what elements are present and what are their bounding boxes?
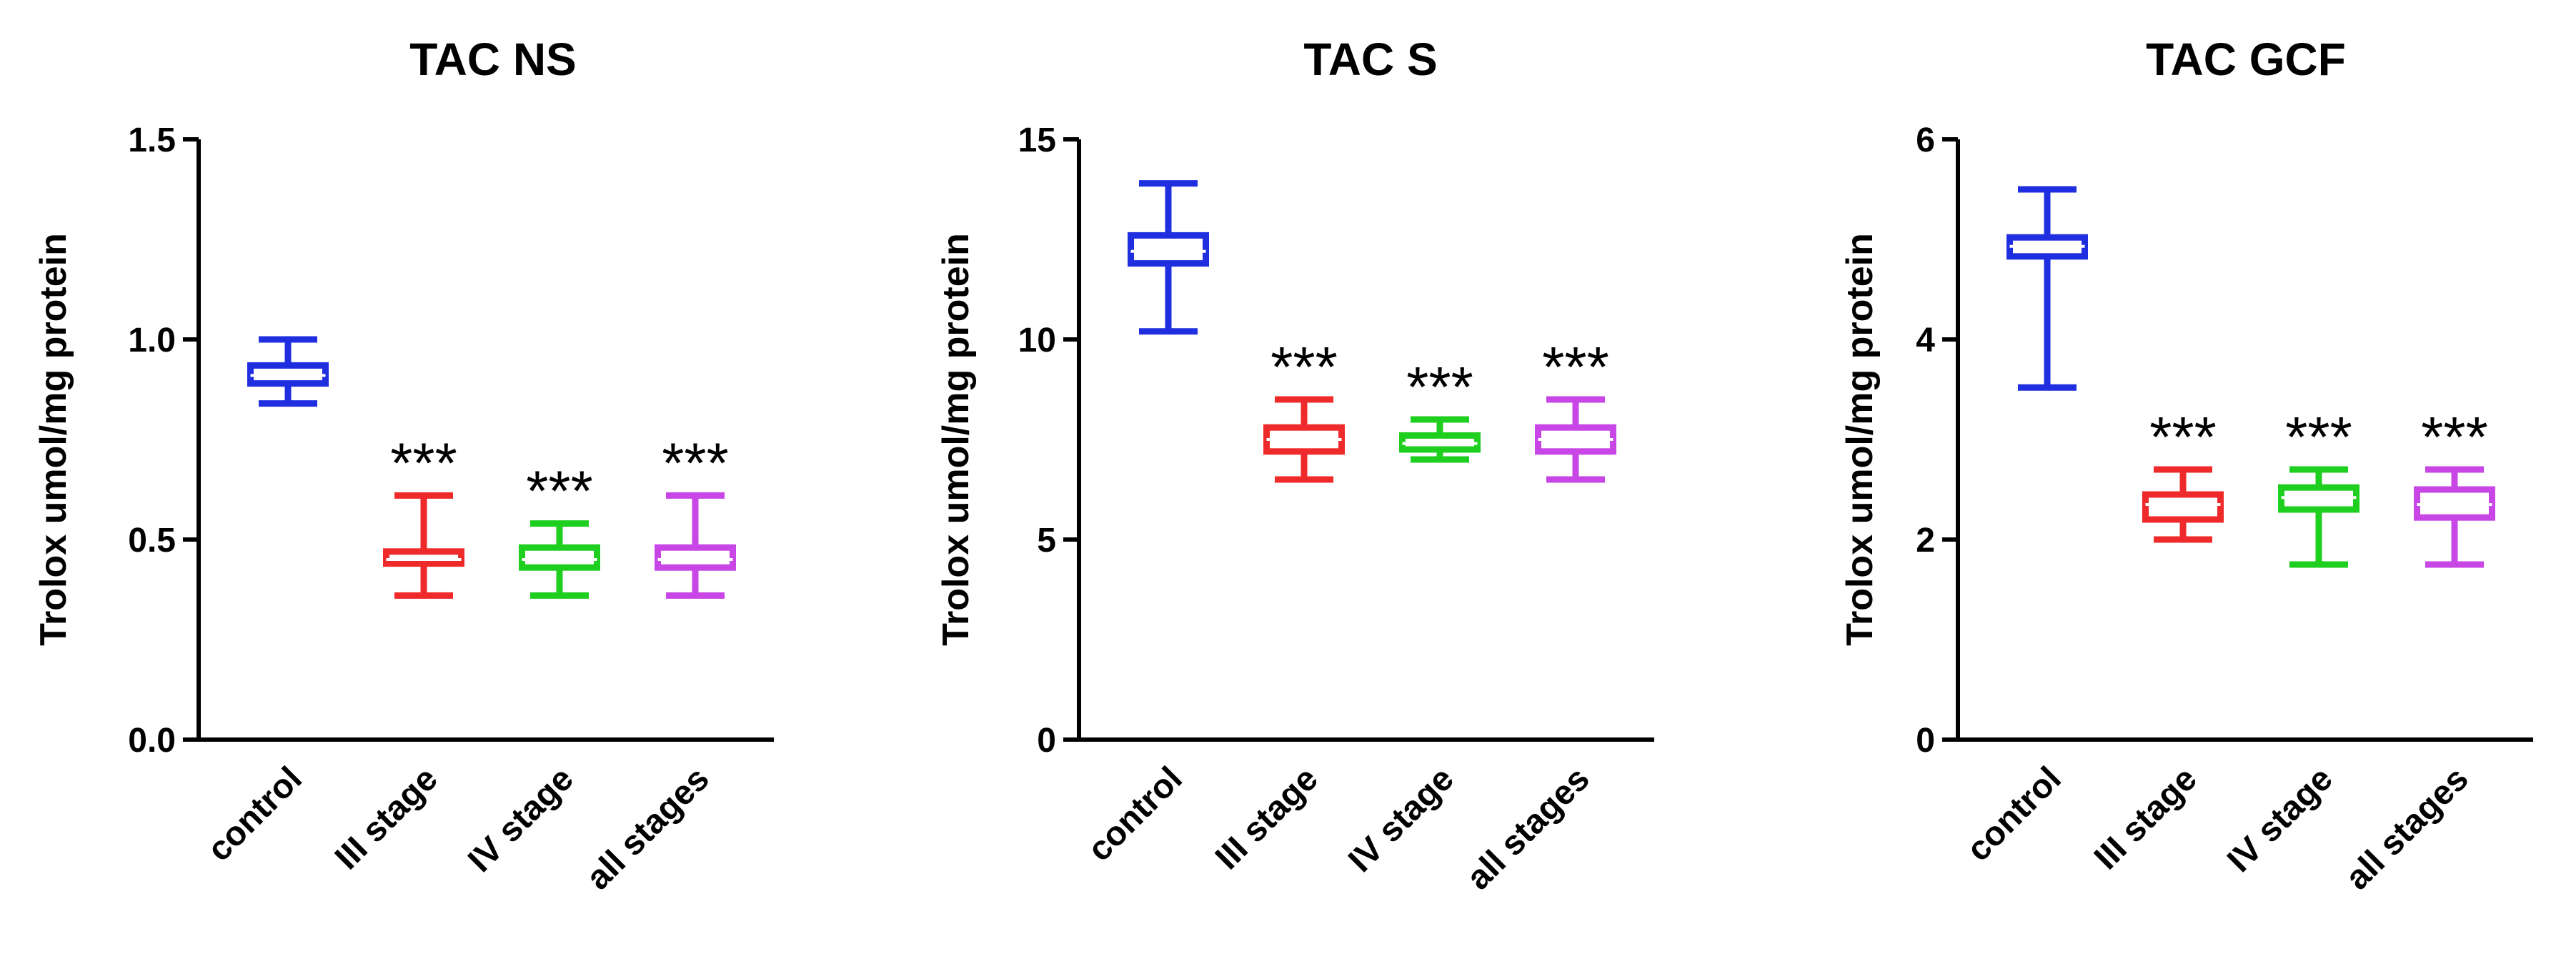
chart-title: TAC S [1303,34,1437,85]
y-tick-label: 5 [1037,522,1056,560]
significance-annotation: *** [2421,405,2487,469]
box-III-stage: *** [383,431,464,599]
x-category-label: all stages [2339,760,2476,897]
box-III-stage: *** [2142,405,2224,543]
x-category-label: III stage [2087,760,2204,877]
x-category-label: control [1959,760,2068,868]
x-category-label: IV stage [1341,760,1461,880]
significance-annotation: *** [662,431,728,495]
x-category-label: control [200,760,309,868]
y-tick-label: 0 [1916,722,1935,760]
x-category-label: IV stage [461,760,581,880]
y-tick-label: 10 [1018,322,1056,359]
significance-annotation: *** [1406,355,1473,419]
box-III-stage: *** [1263,335,1345,483]
box-IV-stage: *** [519,459,600,599]
y-axis-label: Trolox umol/mg protein [33,233,74,646]
iqr-box [519,544,600,571]
y-tick-label: 6 [1916,121,1935,159]
x-category-label: all stages [580,760,717,897]
y-tick-label: 1.0 [128,322,176,359]
y-tick-label: 4 [1916,322,1935,359]
chart-panel-2: TAC S Trolox umol/mg protein 0 5 10 15 *** *** *… [935,34,1654,897]
y-tick-label: 0 [1037,722,1056,760]
box-all-stages: *** [1535,335,1616,483]
significance-annotation: *** [2285,405,2352,469]
box-control [2006,186,2088,391]
box-IV-stage: *** [2278,405,2359,568]
iqr-box [2142,491,2224,523]
iqr-box [1128,232,1209,267]
x-category-label: control [1080,760,1189,868]
x-category-label: IV stage [2220,760,2340,880]
y-axis-label: Trolox umol/mg protein [935,233,977,646]
box-IV-stage: *** [1399,355,1481,463]
x-category-label: III stage [328,760,445,877]
x-category-label: III stage [1208,760,1326,877]
chart-panel-1: TAC NS Trolox umol/mg protein 0.0 0.5 1.0 1.5… [33,34,774,897]
significance-annotation: *** [2149,405,2216,469]
chart-title: TAC NS [409,34,576,85]
y-tick-label: 0.5 [128,522,176,560]
significance-annotation: *** [390,431,457,495]
x-category-label: all stages [1460,760,1597,897]
y-tick-label: 0.0 [128,722,176,760]
significance-annotation: *** [1542,335,1608,399]
iqr-box [383,548,464,567]
chart-title: TAC GCF [2146,34,2346,85]
box-control [247,336,329,407]
iqr-box [655,544,736,571]
significance-annotation: *** [1270,335,1337,399]
y-tick-label: 15 [1018,121,1056,159]
box-all-stages: *** [2414,405,2495,568]
chart-panel-3: TAC GCF Trolox umol/mg protein 0 2 4 6 *** *** *… [1839,34,2533,897]
box-control [1128,180,1209,335]
y-tick-label: 1.5 [128,121,176,159]
box-all-stages: *** [655,431,736,599]
significance-annotation: *** [526,459,592,523]
y-axis-label: Trolox umol/mg protein [1839,233,1881,646]
y-tick-label: 2 [1916,522,1935,560]
